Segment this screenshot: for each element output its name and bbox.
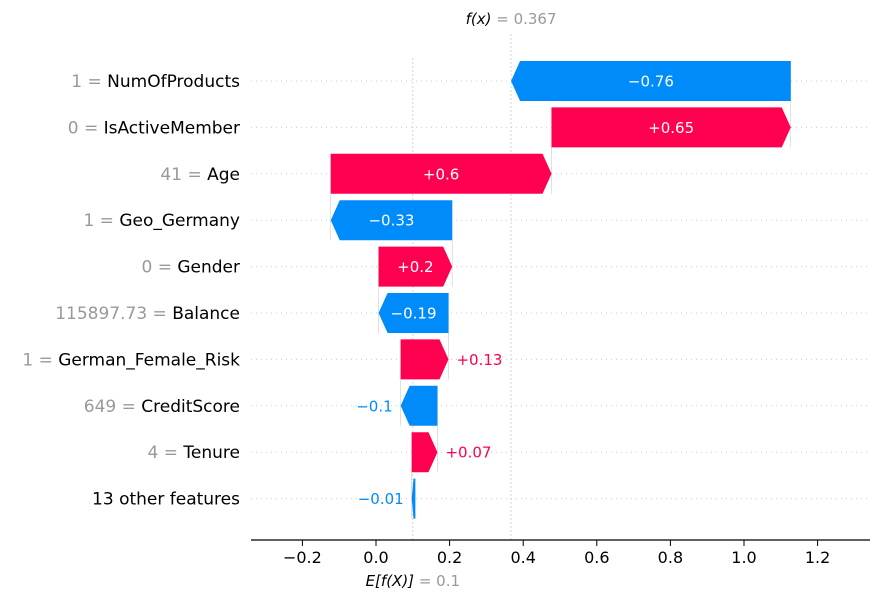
feature-label: 115897.73 = Balance (55, 304, 240, 324)
feature-label: 4 = Tenure (148, 443, 240, 463)
expected-and-output-annotations: f(x) = 0.367 E[f(X)] = 0.1 (366, 10, 557, 590)
feature-labels: 1 = NumOfProducts 0 = IsActiveMember 41 = … (22, 72, 240, 510)
contribution-bar (378, 293, 449, 333)
fx-annotation: f(x) = 0.367 (466, 10, 557, 28)
ex-value: 0.1 (436, 572, 460, 590)
contribution-value-label: −0.1 (356, 397, 392, 415)
feature-value: 1 = (22, 350, 58, 370)
feature-name: IsActiveMember (104, 118, 240, 138)
contribution-value-label: +0.07 (445, 444, 491, 462)
feature-label: 1 = NumOfProducts (71, 72, 240, 92)
feature-name: Tenure (182, 443, 240, 463)
feature-name: Gender (177, 258, 240, 278)
feature-label: 1 = Geo_Germany (83, 211, 240, 231)
x-tick-label: 0.0 (363, 548, 388, 567)
feature-value: 4 = (148, 443, 184, 463)
contribution-bar (411, 432, 438, 473)
contribution-bar (330, 200, 453, 241)
x-tick-label: −0.2 (283, 548, 322, 567)
contribution-bar (400, 339, 449, 380)
feature-label: 649 = CreditScore (84, 397, 240, 417)
contribution-value-label: +0.2 (397, 258, 433, 276)
feature-name: Geo_Germany (119, 211, 240, 231)
feature-label: 13 other features (92, 490, 240, 510)
x-tick-label: 1.0 (731, 548, 756, 567)
contribution-value-label: +0.13 (456, 351, 502, 369)
feature-value: 0 = (141, 258, 177, 278)
feature-label: 0 = Gender (141, 258, 240, 278)
feature-name: 13 other features (92, 490, 240, 510)
contribution-bar (378, 246, 453, 287)
x-tick-label: 0.8 (658, 548, 683, 567)
feature-value: 115897.73 = (55, 304, 172, 324)
fx-label: f(x) (466, 10, 492, 28)
contribution-value-label: +0.6 (423, 165, 459, 183)
feature-name: Age (207, 165, 240, 185)
feature-value: 1 = (71, 72, 107, 92)
contribution-value-label: −0.19 (391, 305, 437, 323)
x-tick-label: 1.2 (805, 548, 830, 567)
contribution-bars: −0.76 +0.65 +0.6 −0.33 +0.2 −0.19 +0.13 −0.1 +0.… (330, 61, 791, 519)
contribution-value-label: +0.65 (648, 119, 694, 137)
feature-name: Balance (172, 304, 240, 324)
fx-equals: = (496, 10, 513, 28)
contribution-bar (330, 153, 552, 194)
ex-equals: = (419, 572, 436, 590)
contribution-bar (551, 107, 791, 148)
feature-value: 0 = (68, 118, 104, 138)
feature-value: 41 = (160, 165, 207, 185)
contribution-bar (400, 385, 438, 426)
contribution-value-label: −0.01 (358, 490, 404, 508)
x-tick-label: 0.2 (437, 548, 462, 567)
feature-label: 1 = German_Female_Risk (22, 350, 240, 370)
x-axis: −0.2 0.0 0.2 0.4 0.6 0.8 1.0 1.2 (251, 539, 870, 567)
fx-value: 0.367 (514, 10, 557, 28)
feature-label: 0 = IsActiveMember (68, 118, 240, 138)
feature-label: 41 = Age (160, 165, 240, 185)
feature-name: NumOfProducts (107, 72, 240, 92)
ex-label: E[f(X)] (366, 572, 415, 590)
x-tick-label: 0.4 (510, 548, 535, 567)
contribution-bar (511, 61, 791, 101)
feature-name: German_Female_Risk (58, 350, 240, 370)
x-tick-label: 0.6 (584, 548, 609, 567)
contribution-value-label: −0.33 (368, 212, 414, 230)
contribution-bar (411, 478, 416, 519)
feature-name: CreditScore (141, 397, 240, 417)
expected-value-annotation: E[f(X)] = 0.1 (366, 572, 460, 590)
contribution-value-label: −0.76 (628, 73, 674, 91)
feature-value: 1 = (83, 211, 119, 231)
feature-value: 649 = (84, 397, 142, 417)
